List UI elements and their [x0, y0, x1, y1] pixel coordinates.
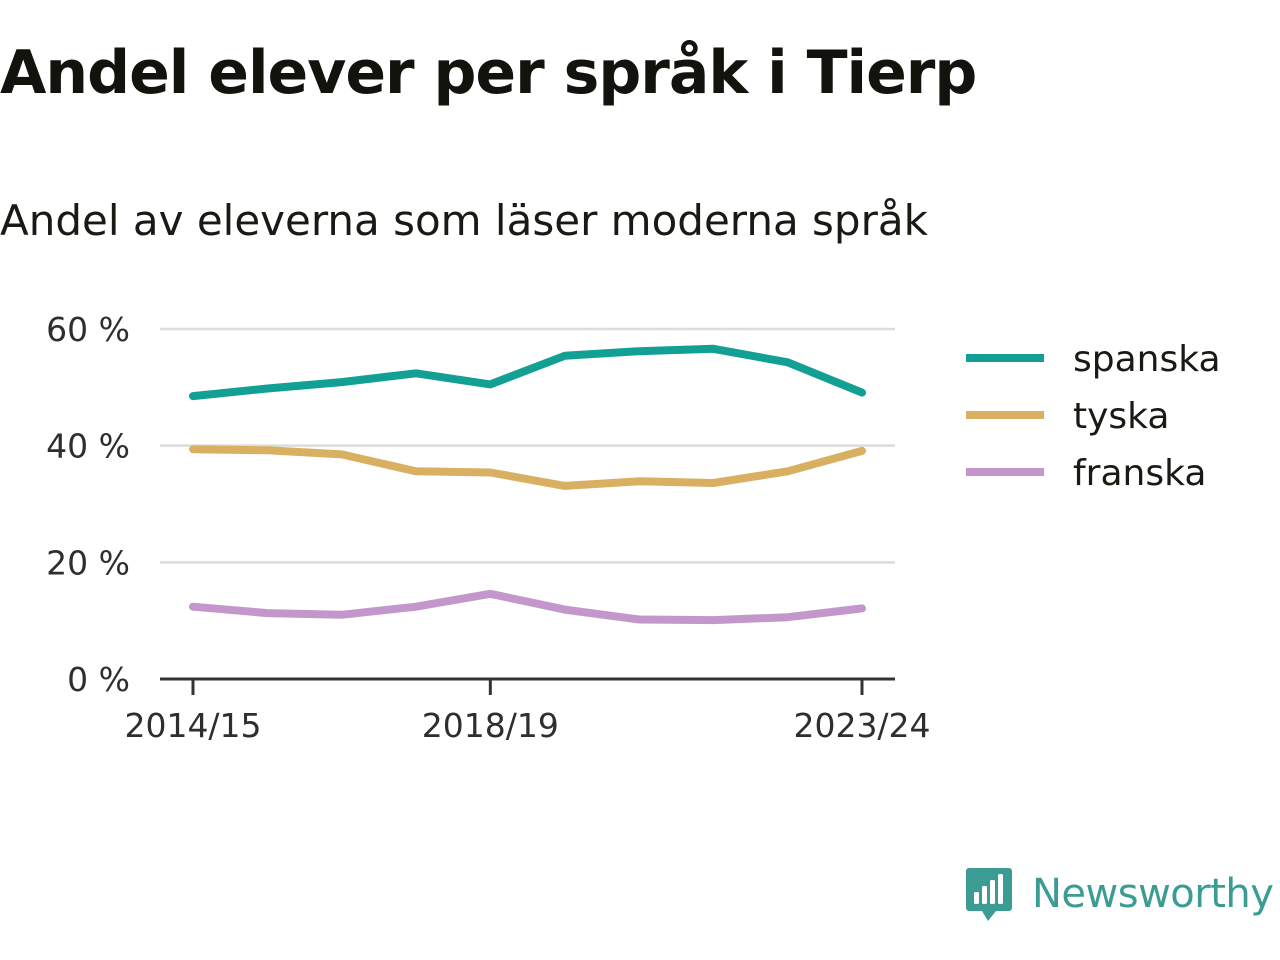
y-tick-label: 40 % [46, 427, 130, 466]
brand-logo: Newsworthy [964, 862, 1274, 926]
newsworthy-logo-icon [966, 868, 1012, 921]
x-tick-label: 2014/15 [124, 706, 261, 745]
gridlines [160, 327, 895, 564]
series-line-spanska [189, 344, 866, 401]
y-tick-label: 0 % [67, 660, 130, 699]
y-tick-label: 60 % [46, 310, 130, 349]
series-lines [189, 344, 866, 625]
chart-subtitle: Andel av eleverna som läser moderna språ… [0, 196, 928, 245]
x-tick-label: 2018/19 [422, 706, 559, 745]
series-line-tyska [189, 445, 866, 490]
legend-label-spanska: spanska [1073, 339, 1221, 380]
y-tick-label: 20 % [46, 543, 130, 582]
line-chart: 0 % 20 % 40 % 60 % 2014/15 2018/19 2023/24 sp… [46, 310, 1221, 745]
x-axis: 2014/15 2018/19 2023/24 [124, 677, 931, 745]
brand-name: Newsworthy [1032, 871, 1274, 917]
chart-title: Andel elever per språk i Tierp [0, 38, 977, 108]
series-line-franska [189, 589, 866, 625]
x-tick-label: 2023/24 [793, 706, 930, 745]
y-axis-ticks: 0 % 20 % 40 % 60 % [46, 310, 130, 699]
legend: spanska tyska franska [966, 339, 1221, 494]
legend-label-franska: franska [1073, 453, 1206, 494]
legend-label-tyska: tyska [1073, 396, 1169, 437]
